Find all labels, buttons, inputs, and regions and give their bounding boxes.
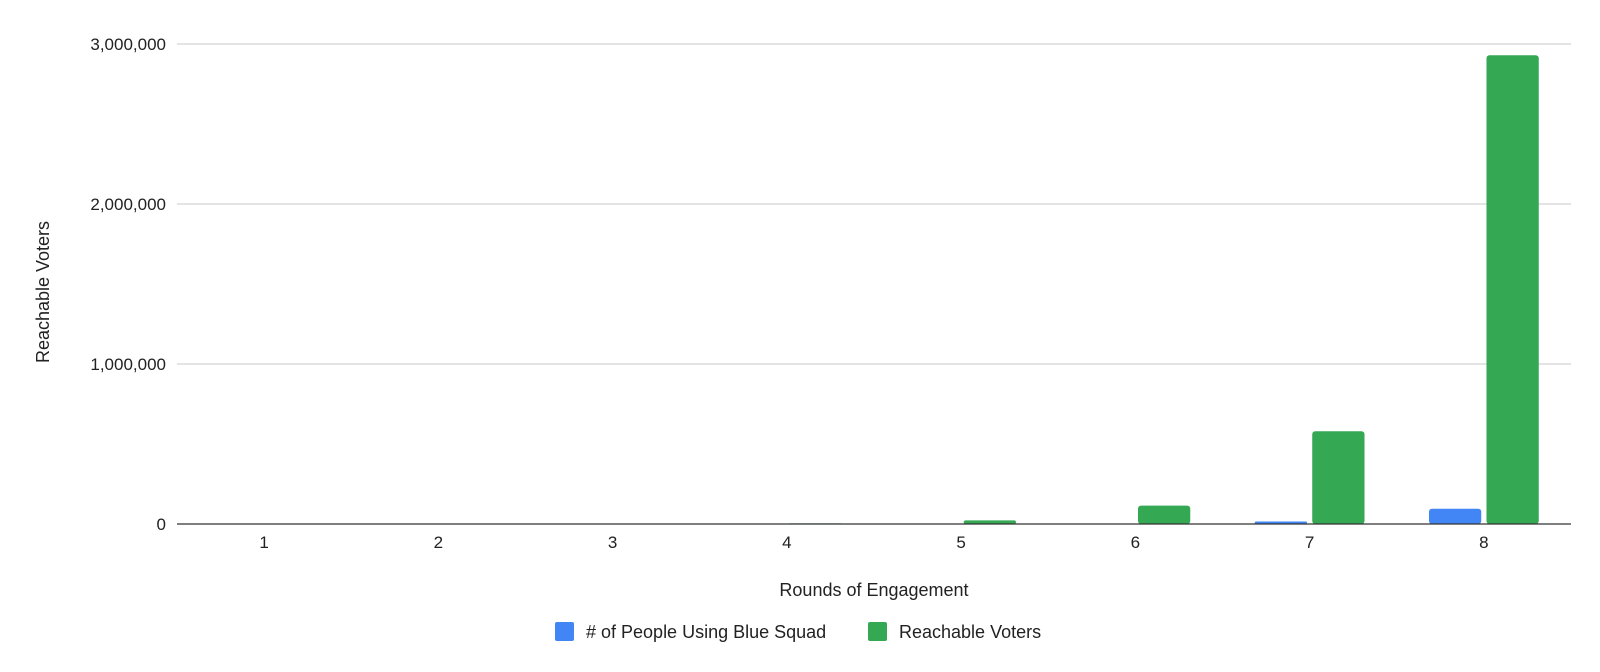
y-axis-ticks: 0 1,000,000 2,000,000 3,000,000 [90,35,166,534]
x-tick-label: 5 [956,533,965,552]
y-tick-label: 1,000,000 [90,355,166,374]
bar-reachable-voters-round-7 [1312,431,1365,524]
x-tick-label: 2 [434,533,443,552]
y-tick-label: 0 [157,515,166,534]
x-tick-label: 1 [259,533,268,552]
bar-reachable-voters-round-8 [1486,55,1539,524]
legend-label-reachable-voters: Reachable Voters [899,622,1041,642]
y-tick-label: 2,000,000 [90,195,166,214]
x-tick-label: 3 [608,533,617,552]
x-tick-label: 4 [782,533,791,552]
x-tick-label: 6 [1131,533,1140,552]
bar-reachable-voters-round-6 [1137,505,1191,524]
y-axis-title: Reachable Voters [33,221,53,363]
legend-swatch-blue-squad [555,622,574,641]
bar-blue-squad-round-8 [1428,508,1482,524]
x-tick-label: 7 [1305,533,1314,552]
legend: # of People Using Blue Squad Reachable V… [555,622,1041,642]
x-axis-title: Rounds of Engagement [779,580,968,600]
legend-swatch-reachable-voters [868,622,887,641]
bar-reachable-voters-round-5 [963,520,1017,524]
x-tick-label: 8 [1479,533,1488,552]
bars [209,55,1539,524]
gridlines [177,43,1571,365]
x-axis-ticks: 1 2 3 4 5 6 7 8 [259,533,1488,552]
legend-label-blue-squad: # of People Using Blue Squad [586,622,826,642]
y-tick-label: 3,000,000 [90,35,166,54]
